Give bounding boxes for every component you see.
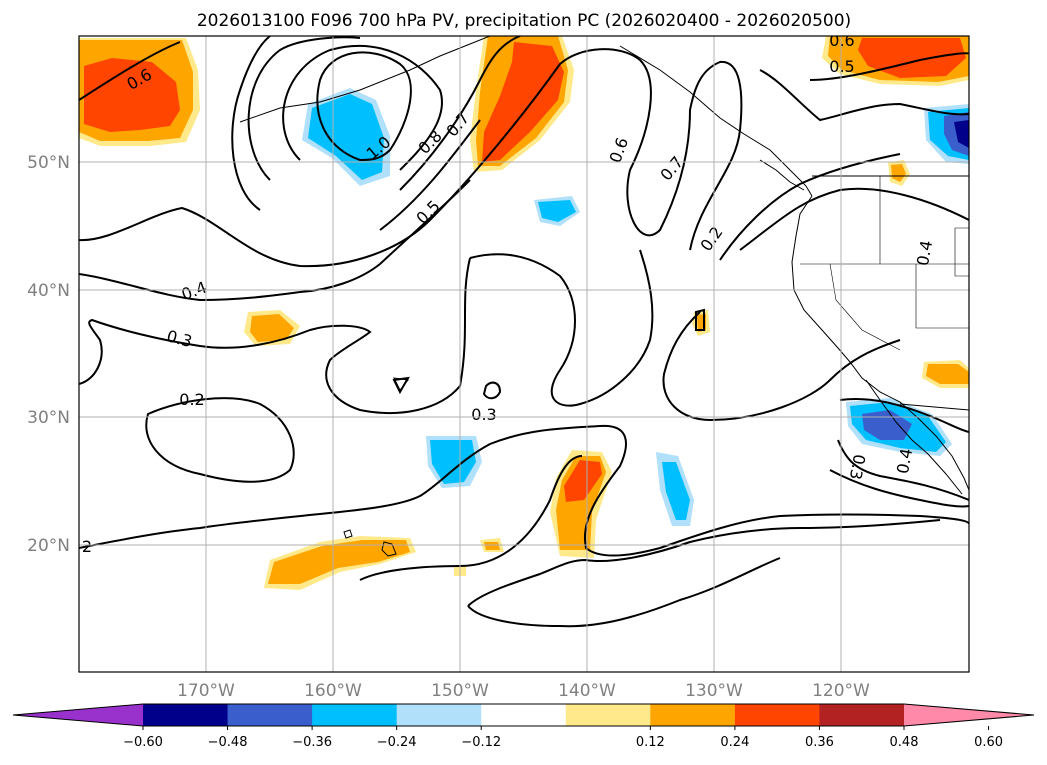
precip-negative-shading <box>302 88 969 526</box>
pv-contour <box>392 376 502 400</box>
lon-label: 150°W <box>431 681 489 701</box>
contour-label: 0.2 <box>179 390 204 409</box>
colorbar-tick-label: 0.24 <box>720 735 749 750</box>
pv-contour <box>282 45 443 171</box>
lat-label: 40°N <box>27 281 70 301</box>
precip-blob-small <box>891 164 906 182</box>
colorbar-segment <box>143 704 229 726</box>
colorbar-segment <box>396 704 482 726</box>
pv-contour <box>79 424 969 557</box>
lat-label: 50°N <box>27 153 70 173</box>
pv-contour <box>662 311 901 422</box>
colorbar-tick-label: −0.48 <box>208 735 248 750</box>
precip-blob-neg-narrow-core <box>662 462 690 520</box>
contour-label: 2 <box>82 537 92 556</box>
colorbar: −0.60 −0.48 −0.36 −0.24 −0.12 0.12 0.24 0.36 0.4… <box>12 703 1035 750</box>
colorbar-tick-label: 0.36 <box>805 735 834 750</box>
lat-labels: 50°N 40°N 30°N 20°N <box>27 153 70 556</box>
border-state-3 <box>915 264 969 329</box>
colorbar-extend-low <box>13 704 143 726</box>
precip-blob-subtropical-core <box>564 460 602 502</box>
precip-blob-central <box>250 314 294 342</box>
contour-label: 0.5 <box>829 57 854 76</box>
pv-contour <box>79 48 743 268</box>
pv-contour <box>231 36 481 231</box>
coastline-alaska-panhandle <box>619 45 813 197</box>
gridlines <box>79 36 969 672</box>
lon-label: 130°W <box>685 681 743 701</box>
contour-label: 0.6 <box>829 31 854 50</box>
lat-label: 20°N <box>27 536 70 556</box>
coastline-alaska <box>239 36 491 123</box>
pv-contour <box>359 455 583 581</box>
precip-blob-neg-north-core <box>308 94 384 180</box>
pv-contour <box>79 41 181 101</box>
lat-label: 30°N <box>27 408 70 428</box>
island-hawaii <box>381 541 397 557</box>
lon-labels: 170°W 160°W 150°W 140°W 130°W 120°W <box>177 681 870 701</box>
colorbar-tick-label: −0.60 <box>123 735 163 750</box>
pv-contour <box>809 52 969 81</box>
lon-label: 160°W <box>304 681 362 701</box>
colorbar-tick-label: −0.24 <box>377 735 417 750</box>
pv-contour <box>719 153 901 261</box>
colorbar-tick-label: −0.36 <box>292 735 332 750</box>
border-state-5 <box>954 227 969 277</box>
map-panel: 0.6 1.0 0.8 0.7 0.5 0.6 0.7 0.2 0.4 0.4 … <box>78 31 970 673</box>
pv-contour <box>79 179 471 302</box>
lon-label: 120°W <box>812 681 870 701</box>
pv-contour <box>79 257 471 414</box>
pv-contour <box>145 397 295 483</box>
pv-contour <box>837 439 969 501</box>
pv-contour <box>839 397 969 433</box>
pv-contour <box>469 249 654 407</box>
colorbar-extend-high <box>904 704 1034 726</box>
map-title: 2026013100 F096 700 hPa PV, precipitatio… <box>197 11 851 31</box>
precip-blob-hawaii-small <box>484 542 500 550</box>
pv-contour <box>695 308 705 331</box>
border-us-mexico <box>899 403 969 411</box>
colorbar-segment <box>312 704 398 726</box>
precip-blob-north-pacific-core <box>482 42 564 162</box>
colorbar-tick-label: 0.60 <box>974 735 1003 750</box>
colorbar-tick-label: 0.48 <box>890 735 919 750</box>
border-state-4 <box>829 263 901 351</box>
colorbar-segment <box>227 704 313 726</box>
coastline-baja <box>865 379 963 495</box>
pv-contour <box>467 519 941 607</box>
colorbar-tick-label: 0.12 <box>636 735 665 750</box>
lon-label: 140°W <box>558 681 616 701</box>
colorbar-segment <box>650 704 736 726</box>
precip-positive-shading <box>79 36 969 590</box>
pv-contour <box>467 557 781 628</box>
colorbar-segment <box>819 704 905 726</box>
colorbar-segment <box>481 704 567 726</box>
contour-label: 0.3 <box>471 405 496 424</box>
precip-blob-nw-core <box>84 58 180 132</box>
pv-contour <box>739 187 969 251</box>
pv-contour <box>829 469 969 508</box>
colorbar-segment <box>565 704 651 726</box>
contour-label: 0.4 <box>893 447 916 475</box>
coastline-west-coast <box>791 195 969 491</box>
lon-label: 170°W <box>177 681 235 701</box>
precip-blob-neg-mid-core <box>430 440 476 484</box>
pv-contour <box>316 51 412 162</box>
colorbar-tick-label: −0.12 <box>461 735 501 750</box>
contour-label: 0.3 <box>846 453 869 481</box>
map-frame <box>78 35 970 673</box>
pv-contour <box>759 69 969 122</box>
precip-blob-neg-small-core <box>538 200 576 222</box>
colorbar-segment <box>734 704 820 726</box>
precip-blob-hawaii <box>268 540 410 584</box>
precip-blob-neg-east-core <box>954 120 969 148</box>
island-hawaii-2 <box>343 529 353 539</box>
precip-blob-baja <box>926 364 969 384</box>
contour-label: 0.4 <box>913 239 936 267</box>
coastlines <box>239 36 969 557</box>
